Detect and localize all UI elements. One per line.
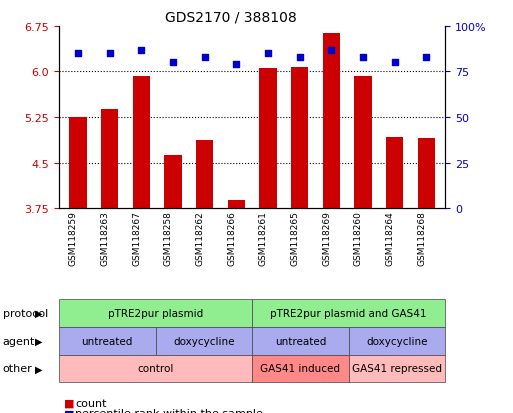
Point [359,55,367,61]
Bar [164,155,182,209]
Bar [228,201,245,209]
Text: GSM118263: GSM118263 [101,211,110,266]
Text: pTRE2pur plasmid and GAS41: pTRE2pur plasmid and GAS41 [270,308,427,318]
Text: GSM118269: GSM118269 [322,211,331,266]
Bar [354,76,371,209]
Text: doxycycline: doxycycline [173,336,234,346]
Text: ▶: ▶ [35,363,42,374]
Bar [133,77,150,209]
Point [137,47,145,54]
Text: ▶: ▶ [35,336,42,346]
Point [295,55,304,61]
Text: doxycycline: doxycycline [366,336,428,346]
Text: GSM118266: GSM118266 [227,211,236,266]
Text: GSM118262: GSM118262 [195,211,205,265]
Text: GDS2170 / 388108: GDS2170 / 388108 [165,10,297,24]
Bar [196,141,213,209]
Point [422,55,430,61]
Bar [259,69,277,209]
Point [327,47,336,54]
Text: GSM118268: GSM118268 [417,211,426,266]
Text: untreated: untreated [275,336,326,346]
Text: protocol: protocol [3,308,48,318]
Text: pTRE2pur plasmid: pTRE2pur plasmid [108,308,203,318]
Point [264,51,272,57]
Bar [291,68,308,209]
Text: GAS41 repressed: GAS41 repressed [352,363,442,374]
Point [169,60,177,66]
Text: agent: agent [3,336,35,346]
Text: GSM118259: GSM118259 [69,211,78,266]
Bar [69,118,87,209]
Text: ▶: ▶ [35,308,42,318]
Text: percentile rank within the sample: percentile rank within the sample [75,408,263,413]
Text: GSM118265: GSM118265 [291,211,300,266]
Text: untreated: untreated [82,336,133,346]
Bar [418,139,435,209]
Text: control: control [137,363,174,374]
Text: ■: ■ [64,398,74,408]
Text: GSM118258: GSM118258 [164,211,173,266]
Text: GSM118264: GSM118264 [386,211,394,265]
Text: GSM118267: GSM118267 [132,211,141,266]
Point [201,55,209,61]
Bar [386,138,403,209]
Point [74,51,82,57]
Text: GAS41 induced: GAS41 induced [261,363,341,374]
Text: GSM118260: GSM118260 [354,211,363,266]
Point [232,62,241,68]
Text: GSM118261: GSM118261 [259,211,268,266]
Text: other: other [3,363,32,374]
Text: ■: ■ [64,408,74,413]
Point [106,51,114,57]
Bar [323,34,340,209]
Bar [101,110,119,209]
Point [390,60,399,66]
Text: count: count [75,398,107,408]
